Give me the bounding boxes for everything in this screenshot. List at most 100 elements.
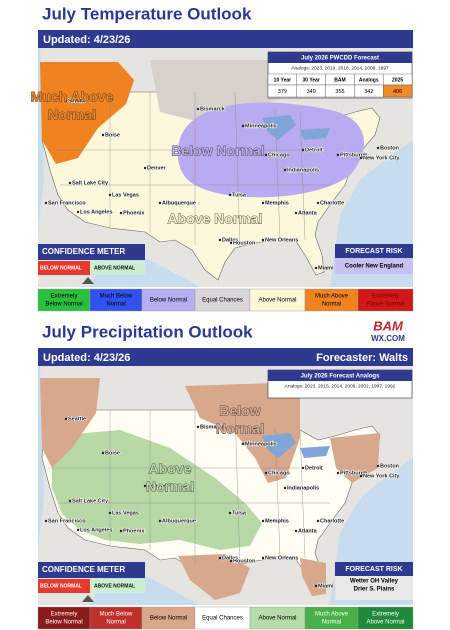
city-dot <box>196 107 200 111</box>
city-label: Salt Lake City <box>72 498 109 504</box>
city-dot <box>359 156 363 160</box>
city-label: Albuquerque <box>162 518 196 524</box>
table-value: 379 <box>278 89 287 95</box>
legend-label: Much Below <box>100 294 133 300</box>
confidence-high-label: ABOVE NORMAL <box>94 583 135 589</box>
city-dot <box>143 166 147 170</box>
city-label: Boston <box>380 145 400 151</box>
risk-title: FORECAST RISK <box>345 566 402 573</box>
city-dot <box>68 181 72 185</box>
region-label: Above Normal <box>168 211 263 227</box>
risk-text: Cooler New England <box>345 264 404 270</box>
updated-date: Updated: 4/23/26 <box>43 352 130 364</box>
city-dot <box>301 148 305 152</box>
city-label: Boston <box>380 463 400 469</box>
city-dot <box>76 210 80 214</box>
risk-text: Drier S. Plains <box>354 587 395 593</box>
inset-title: July 2026 Forecast Analogs <box>301 374 380 380</box>
city-dot <box>283 486 287 490</box>
table-value: 349 <box>307 89 316 95</box>
inset-subtitle: Analogs: 2023, 2015, 2014, 2009, 2002, 1… <box>285 383 396 389</box>
city-label: Detroit <box>305 147 323 153</box>
region-label: Normal <box>216 421 264 437</box>
city-label: Minneapolis <box>245 441 277 447</box>
city-dot <box>294 529 298 533</box>
legend-swatch <box>37 288 91 312</box>
city-label: Detroit <box>305 465 323 471</box>
city-dot <box>261 556 265 560</box>
city-label: Salt Lake City <box>72 180 109 186</box>
risk-text: Wetter OH Valley <box>350 579 399 585</box>
city-label: Atlanta <box>298 210 318 216</box>
city-dot <box>301 466 305 470</box>
confidence-high <box>90 261 145 275</box>
legend-label: Below Normal <box>45 620 82 626</box>
outlook-region <box>300 558 326 596</box>
state-lines <box>48 409 330 567</box>
risk-title: FORECAST RISK <box>345 248 402 255</box>
city-label: Atlanta <box>298 528 318 534</box>
confidence-high-label: ABOVE NORMAL <box>94 265 135 271</box>
confidence-header <box>38 562 145 578</box>
legend-swatch <box>37 606 91 630</box>
city-dot <box>64 99 68 103</box>
header-bar <box>38 30 413 48</box>
city-label: Indianapolis <box>287 167 319 173</box>
table-value: 355 <box>335 89 344 95</box>
city-label: Boise <box>105 132 120 138</box>
region-label: Above <box>149 461 192 477</box>
city-label: Chicago <box>268 152 290 158</box>
region-label: Below <box>219 403 260 419</box>
confidence-title: CONFIDENCE METER <box>42 565 125 574</box>
city-dot <box>336 153 340 157</box>
city-label: Boise <box>105 450 120 456</box>
city-dot <box>241 442 245 446</box>
city-dot <box>218 238 222 242</box>
city-label: Houston <box>233 240 256 246</box>
city-label: Miami <box>318 583 334 589</box>
city-dot <box>229 241 233 245</box>
legend-label: Normal <box>322 302 341 308</box>
city-label: Las Vegas <box>112 192 139 198</box>
city-label: Dallas <box>222 555 238 561</box>
city-dot <box>101 133 105 137</box>
risk-body <box>335 576 413 600</box>
legend-label: Extremely <box>51 294 78 300</box>
legend-label: Normal <box>106 620 125 626</box>
legend-label: Above Normal <box>258 298 296 304</box>
city-label: Houston <box>233 558 256 564</box>
updated-date: Updated: 4/23/26 <box>43 34 130 46</box>
legend-label: Extremely <box>51 612 78 618</box>
confidence-low <box>38 261 90 275</box>
region-label: Normal <box>146 479 194 495</box>
inset-title-bar <box>268 370 412 381</box>
city-label: New Orleans <box>265 555 298 561</box>
city-dot <box>359 474 363 478</box>
legend-swatch <box>357 288 414 312</box>
legend-swatch <box>89 288 143 312</box>
city-label: Bismarck <box>200 106 226 112</box>
city-dot <box>314 266 318 270</box>
city-dot <box>158 519 162 523</box>
table-header: BAM <box>334 77 345 83</box>
outlook-region <box>40 62 134 164</box>
city-dot <box>376 464 380 468</box>
outlook-region <box>185 382 300 483</box>
city-dot <box>261 201 265 205</box>
city-dot <box>241 124 245 128</box>
legend-label: Extremely <box>372 612 399 618</box>
city-dot <box>76 528 80 532</box>
city-label: Dallas <box>222 237 238 243</box>
table-header: 10 Year <box>274 77 291 83</box>
city-label: Memphis <box>265 200 289 206</box>
legend-label: Much Below <box>100 612 133 618</box>
city-label: Denver <box>147 165 167 171</box>
city-dot <box>314 584 318 588</box>
city-label: Albuquerque <box>162 200 196 206</box>
city-dot <box>64 417 68 421</box>
confidence-low <box>38 579 90 593</box>
confidence-high <box>90 579 145 593</box>
legend-label: Extremely <box>372 294 399 300</box>
